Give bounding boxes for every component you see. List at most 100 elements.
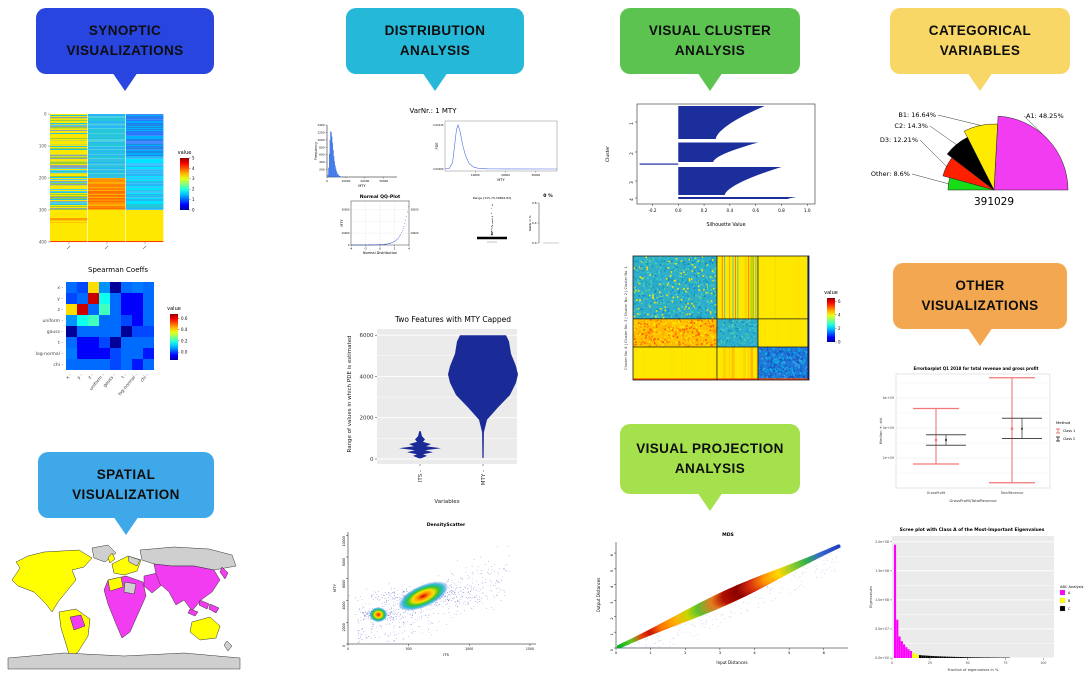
svg-text:6: 6	[610, 553, 614, 556]
svg-text:500: 500	[406, 647, 412, 651]
badge-label: ANALYSIS	[674, 461, 746, 476]
svg-text:5: 5	[610, 570, 614, 572]
svg-text:4000: 4000	[360, 374, 374, 380]
svg-text:0.6: 0.6	[181, 316, 188, 321]
svg-text:0: 0	[891, 661, 893, 665]
svg-text:MTY: MTY	[497, 178, 505, 182]
svg-text:200: 200	[319, 168, 325, 172]
svg-text:0.0e+00: 0.0e+00	[875, 656, 889, 660]
svg-text:MTY: MTY	[332, 583, 337, 592]
svg-text:4e+09: 4e+09	[883, 426, 894, 430]
badge-label: OTHER	[955, 277, 1005, 293]
svg-text:4000: 4000	[342, 602, 346, 610]
svg-text:MTY: MTY	[340, 218, 344, 226]
svg-text:Range of values in which PDE i: Range of values in which PDE is estimate…	[347, 335, 353, 452]
svg-text:GrossProfit: GrossProfit	[927, 491, 946, 495]
svg-text:Class 1: Class 1	[1063, 429, 1075, 433]
svg-text:gauss -: gauss -	[47, 330, 64, 335]
svg-text:0.2: 0.2	[701, 208, 708, 213]
svg-text:B: B	[1068, 599, 1071, 603]
badge-tail	[697, 72, 723, 91]
other-badge: OTHER VISUALIZATIONS	[893, 263, 1067, 346]
svg-text:800: 800	[319, 145, 325, 149]
svg-text:PDE: PDE	[435, 142, 439, 149]
svg-text:200: 200	[39, 176, 47, 181]
world-map-chart	[7, 544, 241, 670]
svg-text:10000: 10000	[341, 179, 350, 183]
badge-label: VARIABLES	[939, 43, 1021, 58]
svg-text:391029: 391029	[974, 196, 1014, 208]
svg-text:t -: t -	[120, 372, 128, 380]
fan-pie-chart: A1: 48.25% B1: 16.64% C2: 14.3% D3: 12.21% O…	[871, 111, 1069, 208]
svg-text:D3: 12.21%: D3: 12.21%	[880, 136, 918, 144]
svg-text:300: 300	[39, 208, 47, 213]
svg-text:0: 0	[326, 179, 328, 183]
svg-text:log-normal -: log-normal -	[36, 351, 64, 357]
svg-text:2: 2	[629, 152, 634, 155]
svg-text:-4: -4	[350, 247, 353, 251]
svg-text:20000: 20000	[501, 173, 510, 177]
svg-text:6000: 6000	[360, 333, 374, 339]
svg-text:4: 4	[753, 651, 756, 655]
svg-text:10000: 10000	[471, 173, 480, 177]
svg-text:10000: 10000	[342, 536, 346, 546]
scree-plot-chart: Scree plot with Class A of the Most-Impo…	[869, 527, 1083, 672]
svg-text:0.4: 0.4	[532, 221, 537, 225]
svg-text:0.0: 0.0	[532, 241, 537, 245]
svg-text:0.4: 0.4	[727, 208, 734, 213]
svg-text:Class 2: Class 2	[1063, 437, 1075, 441]
svg-text:Two Features with MTY Capped: Two Features with MTY Capped	[394, 315, 511, 324]
svg-text:2.0e+08: 2.0e+08	[875, 540, 889, 544]
svg-text:3: 3	[719, 651, 721, 655]
svg-text:8000: 8000	[342, 558, 346, 566]
badge-tail	[697, 492, 723, 511]
svg-text:0.00000: 0.00000	[433, 167, 444, 171]
svg-text:chi -: chi -	[53, 362, 63, 368]
svg-text:0: 0	[192, 207, 195, 212]
svg-text:MTY -: MTY -	[481, 470, 487, 485]
svg-text:t -: t -	[58, 340, 63, 346]
svg-text:ABC Analysis: ABC Analysis	[1060, 585, 1083, 589]
svg-text:30000: 30000	[411, 207, 419, 211]
distribution-badge-bubble: DISTRIBUTION ANALYSIS	[346, 8, 524, 74]
svg-text:1.0: 1.0	[804, 208, 811, 213]
svg-text:3: 3	[610, 602, 614, 604]
svg-text:Output Distances: Output Distances	[596, 578, 601, 613]
svg-text:5.0e+07: 5.0e+07	[875, 627, 889, 631]
svg-text:Scree plot with Class A of the: Scree plot with Class A of the Most-Impo…	[900, 527, 1045, 533]
svg-text:2: 2	[684, 651, 686, 655]
svg-text:600: 600	[319, 153, 325, 157]
svg-text:4: 4	[610, 585, 614, 588]
svg-text:Range [315.79,39894.82]: Range [315.79,39894.82]	[473, 196, 512, 200]
svg-text:gauss -: gauss -	[103, 373, 117, 389]
mds-plot-chart: MDS 0 1 2 3 4 5 6 0 1 2 3 4 5 6 Input Distances Output D…	[596, 532, 848, 665]
svg-text:75: 75	[1004, 661, 1008, 665]
badge-label: VISUAL PROJECTION	[636, 440, 784, 456]
badge-tail	[113, 516, 139, 535]
svg-text:log-normal -: log-normal -	[117, 372, 139, 397]
svg-text:chi -: chi -	[139, 372, 150, 384]
svg-text:B1: 16.64%: B1: 16.64%	[898, 111, 936, 119]
svg-text:Cluster No. 4 | Cluster No. 3: Cluster No. 4 | Cluster No. 3 | Cluster …	[624, 266, 628, 370]
svg-text:Eigenvalues: Eigenvalues	[869, 586, 873, 608]
svg-text:5: 5	[788, 651, 790, 655]
svg-text:0.6: 0.6	[752, 208, 759, 213]
svg-text:1200: 1200	[317, 130, 324, 134]
svg-text:2: 2	[394, 247, 396, 251]
svg-text:100: 100	[39, 144, 47, 149]
svg-text:6: 6	[838, 299, 841, 304]
svg-text:50: 50	[966, 661, 970, 665]
svg-text:Variables: Variables	[434, 499, 459, 505]
badge-label: SPATIAL	[96, 466, 156, 482]
svg-text:Fraction of eigenvalues in %: Fraction of eigenvalues in %	[948, 668, 999, 672]
svg-text:400: 400	[39, 240, 47, 245]
svg-text:1: 1	[610, 633, 614, 635]
svg-text:ITS: ITS	[443, 652, 449, 657]
svg-text:C: C	[1068, 607, 1071, 611]
svg-text:A1: 48.25%: A1: 48.25%	[1026, 112, 1064, 120]
density-scatter-chart: DensityScatter 0 500 1000 1500 0 2000 4000 6000 8…	[332, 522, 536, 657]
svg-text:0.2: 0.2	[181, 338, 188, 343]
svg-text:30000: 30000	[379, 179, 388, 183]
other-badge-bubble: OTHER VISUALIZATIONS	[893, 263, 1067, 329]
